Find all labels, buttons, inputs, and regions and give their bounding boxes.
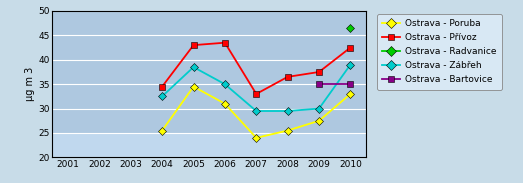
Legend: Ostrava - Poruba, Ostrava - Přívoz, Ostrava - Radvanice, Ostrava - Zábřeh, Ostra: Ostrava - Poruba, Ostrava - Přívoz, Ostr…: [377, 14, 502, 90]
Y-axis label: µg m 3: µg m 3: [25, 67, 35, 101]
Bar: [52, 133, 366, 157]
